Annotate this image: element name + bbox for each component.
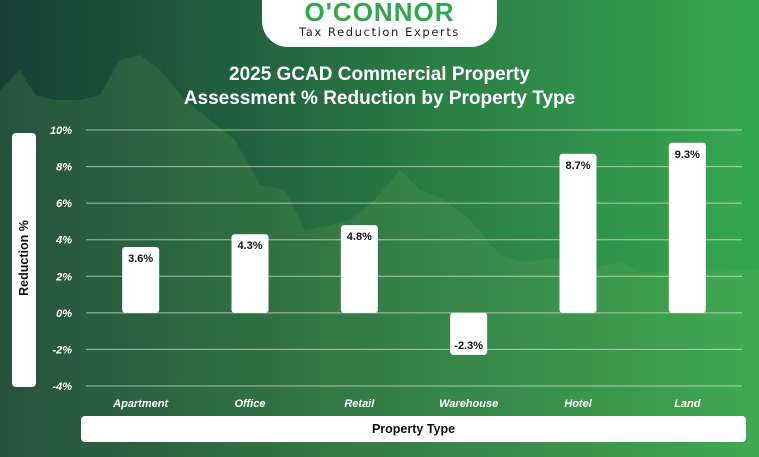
y-tick-label: 8% [56, 162, 72, 174]
x-category-label: Land [674, 398, 701, 410]
x-category-label: Warehouse [439, 398, 498, 410]
y-tick-label: -4% [52, 381, 72, 393]
x-category-label: Apartment [112, 398, 169, 410]
data-label: 4.8% [347, 231, 372, 243]
chart-title: 2025 GCAD Commercial Property Assessment… [0, 63, 759, 111]
data-label: 3.6% [128, 253, 153, 265]
brand-tagline: Tax Reduction Experts [298, 25, 461, 39]
x-axis-label-box: Property Type [81, 416, 746, 442]
brand-name: O'CONNOR [304, 0, 455, 27]
bar [231, 234, 269, 313]
y-tick-label: 4% [55, 235, 72, 247]
x-axis-label: Property Type [371, 422, 456, 436]
y-axis-label-box [12, 133, 36, 387]
y-tick-label: 10% [50, 125, 72, 137]
y-tick-label: 6% [56, 198, 72, 210]
chart-title-line-1: 2025 GCAD Commercial Property [229, 64, 530, 85]
y-tick-label: -2% [52, 344, 72, 356]
bar [668, 142, 706, 313]
y-tick-label: 2% [55, 271, 72, 283]
bar [122, 247, 160, 313]
x-category-label: Retail [344, 398, 375, 410]
y-tick-label: 0% [56, 308, 72, 320]
chart-title-line-2: Assessment % Reduction by Property Type [183, 88, 576, 109]
brand-logo: O'CONNOR Tax Reduction Experts [262, 0, 497, 47]
data-label: 4.3% [237, 240, 262, 252]
data-label: -2.3% [454, 340, 483, 352]
data-label: 9.3% [675, 149, 700, 161]
x-category-label: Hotel [564, 398, 592, 410]
bar [559, 153, 597, 313]
data-label: 8.7% [565, 160, 590, 172]
x-category-label: Office [235, 398, 266, 410]
bar [340, 225, 378, 313]
bar [450, 312, 488, 355]
